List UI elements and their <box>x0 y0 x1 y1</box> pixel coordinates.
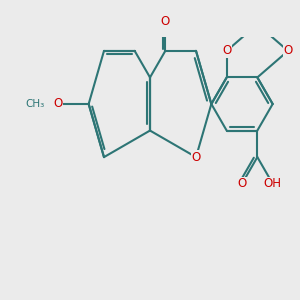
Text: CH₃: CH₃ <box>26 99 45 109</box>
Text: O: O <box>191 151 201 164</box>
Text: OH: OH <box>264 177 282 190</box>
Text: O: O <box>53 98 63 110</box>
Text: O: O <box>161 15 170 28</box>
Text: O: O <box>222 44 231 57</box>
Text: O: O <box>284 44 292 57</box>
Text: O: O <box>237 177 247 190</box>
